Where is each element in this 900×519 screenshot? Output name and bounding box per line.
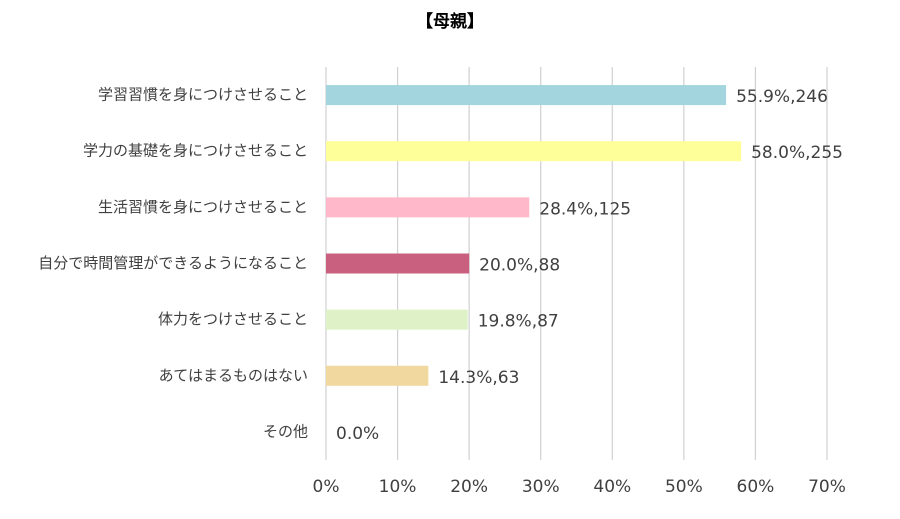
x-tick-label: 20% xyxy=(450,477,488,497)
data-label: 0.0% xyxy=(336,424,379,444)
data-label: 14.3%,63 xyxy=(438,368,519,388)
bar xyxy=(326,141,742,162)
bar xyxy=(326,85,727,106)
y-tick-label: 自分で時間管理ができるようになること xyxy=(38,254,308,272)
data-label: 19.8%,87 xyxy=(478,312,559,332)
x-tick-label: 50% xyxy=(665,477,703,497)
data-label: 58.0%,255 xyxy=(751,143,843,163)
bar xyxy=(326,253,470,274)
y-tick-label: 学力の基礎を身につけさせること xyxy=(83,142,308,160)
x-tick-label: 30% xyxy=(522,477,560,497)
x-tick-label: 40% xyxy=(593,477,631,497)
bar xyxy=(326,309,468,330)
chart-title: 【母親】 xyxy=(416,11,484,32)
x-tick-label: 70% xyxy=(808,477,846,497)
data-label: 28.4%,125 xyxy=(539,199,631,219)
bar xyxy=(326,197,530,218)
x-tick-label: 60% xyxy=(737,477,775,497)
y-tick-label: 学習習慣を身につけさせること xyxy=(98,86,308,104)
y-tick-label: 体力をつけさせること xyxy=(158,310,308,328)
data-label: 20.0%,88 xyxy=(479,256,560,276)
y-tick-label: 生活習慣を身につけさせること xyxy=(98,198,308,216)
x-tick-label: 10% xyxy=(379,477,417,497)
bar xyxy=(326,365,429,386)
y-tick-label: あてはまるものはない xyxy=(159,366,308,384)
y-tick-label: その他 xyxy=(263,422,308,440)
data-label: 55.9%,246 xyxy=(736,87,828,107)
x-tick-label: 0% xyxy=(313,477,340,497)
